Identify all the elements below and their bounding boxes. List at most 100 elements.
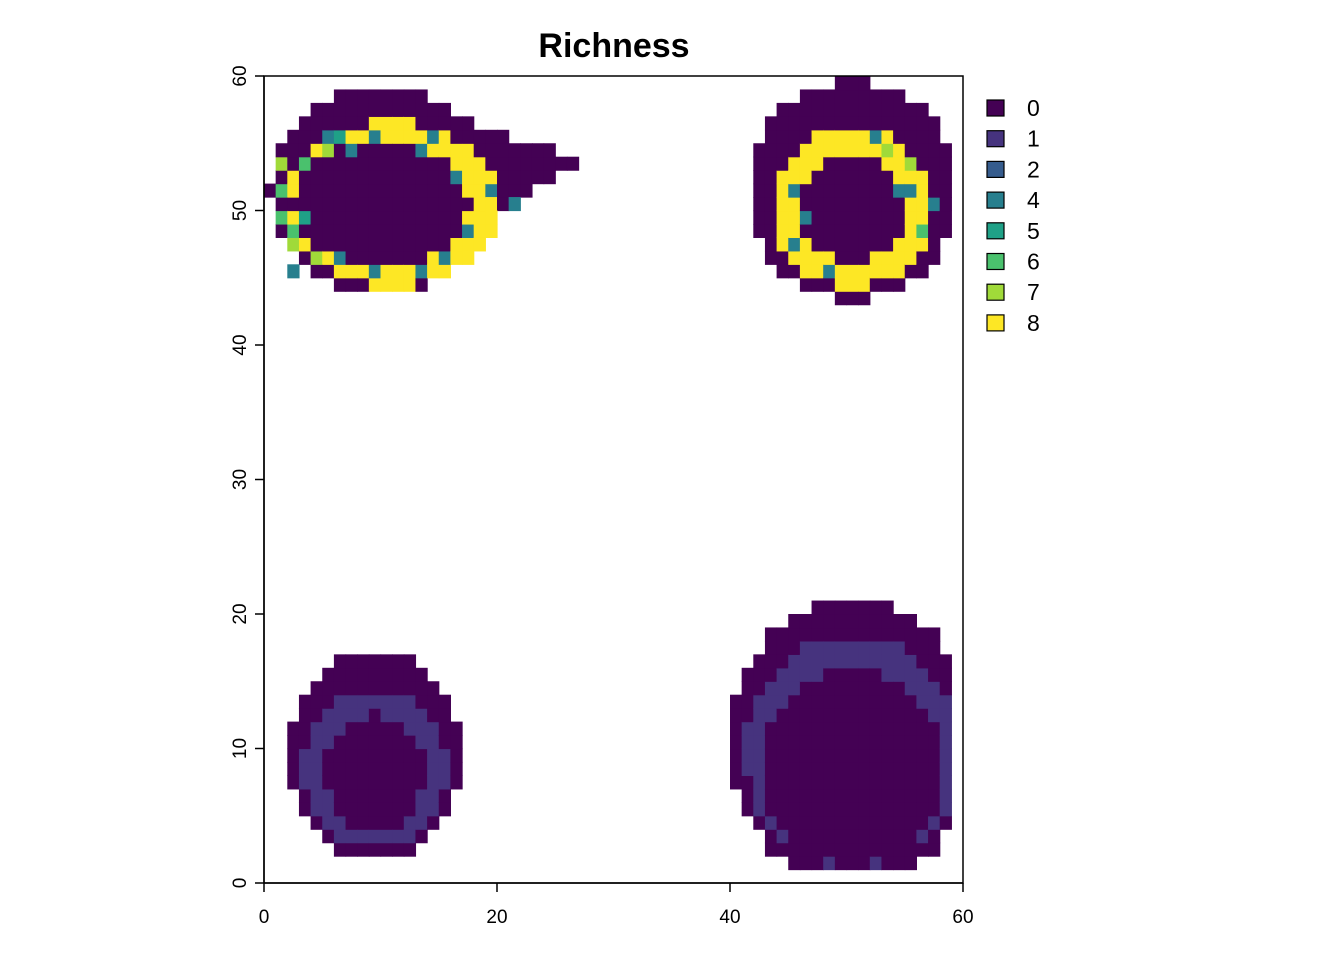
raster-cell [928,210,941,225]
raster-cell [869,183,883,198]
raster-cell [869,694,883,709]
raster-cell [287,143,300,158]
raster-cell [392,237,405,252]
raster-cell [858,89,871,104]
raster-cell [753,183,766,198]
raster-cell [298,721,312,736]
raster-cell [310,721,323,736]
raster-cell [345,681,358,696]
raster-cell [823,264,836,279]
raster-cell [846,264,859,279]
raster-cell [403,102,417,117]
raster-cell [939,197,952,212]
raster-cell [333,223,347,238]
raster-cell [473,129,486,144]
raster-cell [764,640,778,655]
raster-cell [403,721,417,736]
raster-cell [776,129,789,144]
raster-cell [788,156,801,171]
raster-cell [450,197,463,212]
raster-cell [531,170,545,185]
raster-cell [322,681,335,696]
raster-cell [462,237,475,252]
raster-cell [357,102,370,117]
raster-cell [928,237,941,252]
raster-cell [322,721,335,736]
raster-cell [298,735,312,750]
raster-cell [928,829,941,844]
raster-cell [764,788,778,803]
raster-cell [823,654,836,669]
raster-cell [333,170,347,185]
raster-cell [834,210,848,225]
raster-cell [858,829,871,844]
raster-cell [811,775,824,790]
raster-cell [916,654,929,669]
raster-cell [333,156,347,171]
raster-cell [275,143,288,158]
raster-cell [403,694,417,709]
raster-cell [345,170,358,185]
raster-cell [764,681,778,696]
raster-cell [858,76,871,91]
raster-cell [823,156,836,171]
legend-label: 5 [1027,218,1040,244]
raster-cell [834,775,848,790]
raster-cell [869,761,883,776]
raster-cell [741,735,754,750]
raster-cell [497,183,510,198]
raster-cell [287,183,300,198]
raster-cell [473,223,486,238]
raster-cell [916,210,929,225]
raster-cell [310,210,323,225]
raster-cell [893,116,906,131]
raster-cell [403,129,417,144]
raster-cell [333,183,347,198]
raster-cell [310,748,323,763]
raster-cell [788,842,801,857]
raster-cell [753,761,766,776]
raster-cell [811,237,824,252]
raster-cell [776,667,789,682]
raster-cell [438,237,451,252]
raster-cell [846,197,859,212]
raster-cell [846,775,859,790]
raster-cell [811,250,824,265]
raster-cell [357,748,370,763]
raster-cell [928,654,941,669]
raster-cell [904,116,917,131]
raster-cell [531,156,545,171]
raster-cell [333,681,347,696]
raster-cell [881,761,894,776]
raster-cell [345,277,358,292]
raster-cell [345,842,358,857]
raster-cell [345,815,358,830]
raster-cell [939,156,952,171]
raster-cell [741,721,754,736]
raster-cell [345,102,358,117]
raster-cell [834,291,848,306]
raster-cell [881,708,894,723]
raster-cell [776,640,789,655]
raster-cell [275,223,288,238]
raster-cell [788,735,801,750]
raster-cell [753,735,766,750]
raster-cell [904,640,917,655]
raster-cell [858,129,871,144]
raster-cell [438,116,451,131]
raster-cell [799,627,813,642]
raster-cell [811,223,824,238]
raster-cell [869,143,883,158]
raster-cell [881,748,894,763]
raster-cell [869,250,883,265]
raster-cell [811,89,824,104]
raster-cell [916,775,929,790]
raster-cell [275,197,288,212]
raster-cell [823,89,836,104]
raster-cell [869,210,883,225]
raster-cell [858,264,871,279]
raster-cell [427,183,440,198]
raster-cell [788,708,801,723]
raster-cell [392,89,405,104]
